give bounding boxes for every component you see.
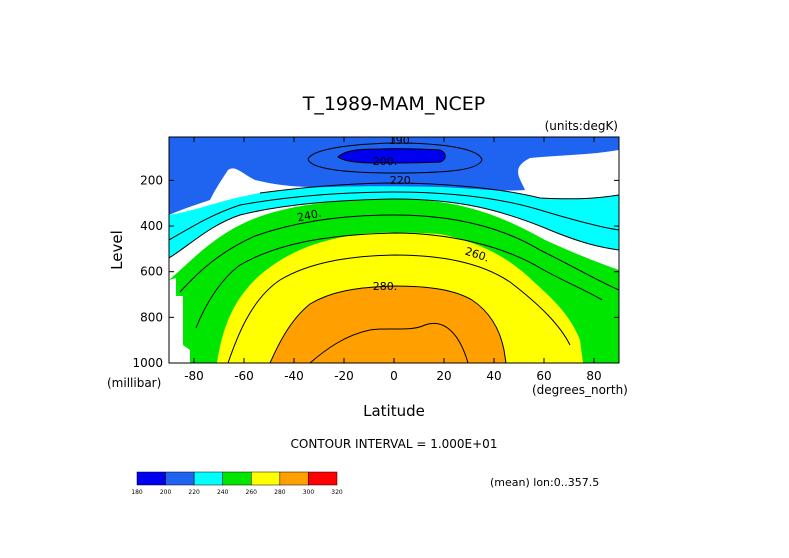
x-tick-label: -80 — [184, 369, 204, 383]
colorbar-label: 180 — [131, 489, 143, 496]
contour-line-220 — [259, 182, 619, 200]
colorbar-label: 200 — [160, 489, 172, 496]
contour-line-230 — [169, 191, 619, 241]
x-units-label: (degrees_north) — [532, 383, 628, 397]
contour-line-200 — [337, 148, 446, 164]
y-tick-label: 800 — [140, 310, 163, 324]
contour-label-280: 280. — [373, 280, 398, 293]
x-axis-title: Latitude — [363, 402, 425, 420]
colorbar-label: 320 — [331, 489, 343, 496]
contour-line-280 — [269, 285, 507, 363]
colorbar-swatch — [165, 471, 195, 486]
x-tick-label: 80 — [586, 369, 601, 383]
contour-line-190 — [307, 142, 483, 174]
y-units-label: (millibar) — [107, 376, 161, 390]
contour-label-200: 200. — [373, 155, 398, 168]
x-tick-label: -60 — [234, 369, 254, 383]
colorbar-label: 260 — [246, 489, 258, 496]
contour-line-270 — [227, 254, 571, 363]
contour-label-220: 220. — [390, 174, 415, 187]
units-label: (units:degK) — [545, 119, 618, 133]
y-tick-label: 400 — [140, 219, 163, 233]
y-tick-label: 600 — [140, 265, 163, 279]
contour-line-240 — [169, 198, 619, 259]
colorbar-label: 240 — [217, 489, 229, 496]
footer-text: (mean) lon:0..357.5 — [490, 476, 599, 489]
colorbar-swatch — [251, 471, 281, 486]
contour-line-260 — [195, 232, 603, 329]
x-tick-label: 60 — [536, 369, 551, 383]
contour-line-290 — [309, 323, 469, 363]
y-tick-label: 200 — [140, 173, 163, 187]
plot-area: 190. 200. 220. 240. 260. 280. — [169, 134, 619, 363]
x-tick-label: 20 — [436, 369, 451, 383]
missing-data-region — [169, 278, 190, 363]
y-axis: 200 400 600 800 1000 — [132, 173, 619, 370]
x-axis: -80 -60 -40 -20 0 20 40 60 80 — [184, 137, 602, 383]
chart-title: T_1989-MAM_NCEP — [302, 93, 486, 115]
contour-label-240: 240. — [296, 207, 323, 225]
colorbar-swatch — [193, 471, 223, 486]
band-200-220 — [169, 137, 619, 215]
colorbar-swatch — [222, 471, 252, 486]
contour-line-250 — [179, 214, 619, 293]
colorbar-label: 300 — [303, 489, 315, 496]
x-tick-label: -20 — [334, 369, 354, 383]
colorbar: 180 200 220 240 260 280 300 320 — [131, 471, 343, 496]
colorbar-label: 280 — [274, 489, 286, 496]
x-tick-label: -40 — [284, 369, 304, 383]
colorbar-swatch — [279, 471, 309, 486]
band-180-200 — [338, 148, 446, 163]
x-tick-label: 40 — [486, 369, 501, 383]
contour-label-190: 190. — [389, 134, 414, 147]
colorbar-swatch — [308, 471, 338, 486]
colorbar-swatch — [136, 471, 166, 486]
colorbar-label: 220 — [188, 489, 200, 496]
y-axis-title: Level — [108, 230, 126, 270]
band-280-300 — [270, 286, 506, 363]
contour-interval-text: CONTOUR INTERVAL = 1.000E+01 — [291, 437, 498, 451]
contour-lines — [169, 142, 619, 363]
x-tick-label: 0 — [390, 369, 398, 383]
y-tick-label: 1000 — [132, 356, 163, 370]
